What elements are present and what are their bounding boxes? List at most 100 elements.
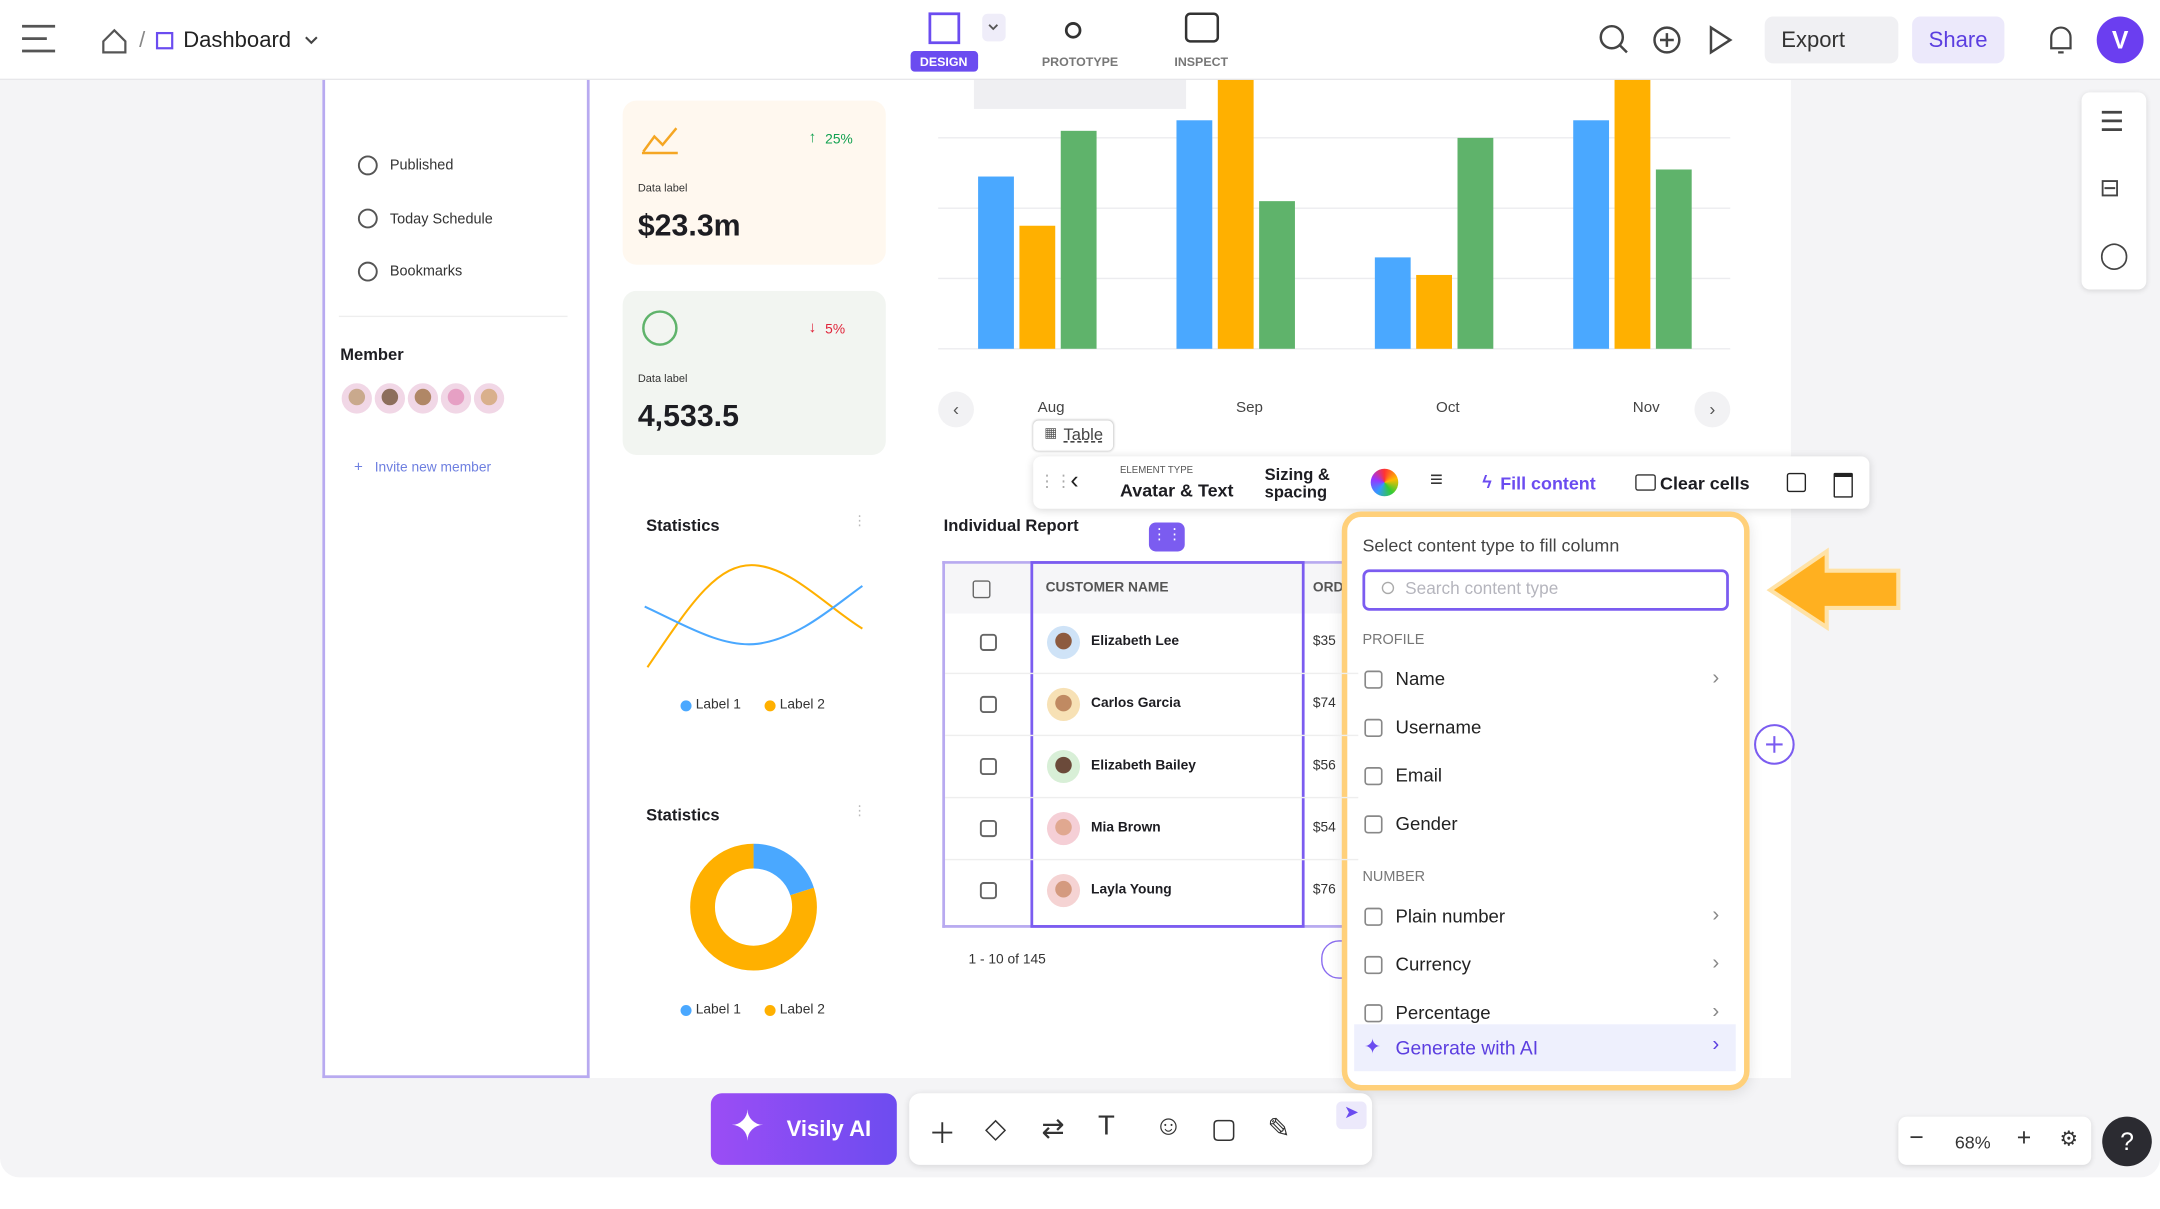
toolbar-back[interactable]: ‹ [1070, 465, 1079, 494]
legend-label: Label 2 [779, 697, 825, 713]
line-curve [646, 564, 863, 668]
search-box[interactable] [1362, 569, 1729, 611]
sidebar-icon [357, 155, 378, 176]
align-icon[interactable]: ≡ [1429, 468, 1443, 493]
stat-title: Statistics [646, 515, 720, 535]
add-column-plus [1766, 736, 1783, 753]
comments-icon[interactable]: ◯ [2099, 241, 2129, 271]
share-label: Share [1928, 28, 1988, 53]
sizing[interactable]: Sizing & spacing [1265, 465, 1330, 502]
tab-label[interactable]: PROTOTYPE [1041, 55, 1119, 69]
member-title: Member [340, 344, 404, 364]
search-icon[interactable] [1599, 24, 1625, 50]
breadcrumb-chevron[interactable] [305, 36, 318, 45]
kpi-change: 25% [825, 132, 853, 148]
member-face [480, 388, 498, 406]
member-face [414, 388, 432, 406]
play-icon[interactable] [1709, 25, 1733, 55]
drag-handle[interactable]: ⋮⋮ [1148, 522, 1185, 552]
chart-prev[interactable]: ‹ [938, 391, 974, 428]
help-button[interactable]: ? [2102, 1116, 2152, 1167]
clear-cells[interactable]: Clear cells [1660, 472, 1750, 494]
section-label: NUMBER [1362, 868, 1426, 886]
ai-button-icon: ✦ [730, 1104, 765, 1150]
header-checkbox[interactable] [972, 580, 991, 599]
chevron: › [1712, 665, 1720, 690]
tab-label[interactable]: INSPECT [1174, 55, 1229, 69]
bell-icon[interactable] [2050, 26, 2072, 54]
tool[interactable]: ▢ [1210, 1113, 1237, 1145]
dropdown-item[interactable]: Email [1395, 765, 1443, 786]
kpi-card [622, 100, 886, 265]
dropdown-item[interactable]: Gender [1395, 813, 1458, 835]
chevron: › [1712, 902, 1720, 927]
dropdown-item[interactable]: Currency [1395, 953, 1471, 975]
tool[interactable]: ◇ [984, 1113, 1007, 1145]
legend-label: Label 1 [695, 697, 741, 713]
bar [1060, 130, 1097, 349]
tool[interactable]: ☺ [1154, 1111, 1183, 1142]
sidebar-item[interactable]: Bookmarks [389, 263, 463, 280]
legend-dot [680, 700, 692, 712]
menu-icon[interactable] [22, 24, 56, 53]
breadcrumb[interactable]: Dashboard [183, 28, 292, 53]
bar [1217, 78, 1254, 349]
stat-menu: ⋮ [852, 514, 867, 530]
dropdown-item[interactable]: Username [1395, 716, 1482, 738]
element-type[interactable]: Avatar & Text [1119, 479, 1234, 501]
customer-face [1055, 694, 1072, 712]
fill-content[interactable]: Fill content [1500, 472, 1596, 494]
delete[interactable] [1833, 472, 1853, 498]
table-tag[interactable]: Table [1063, 424, 1104, 444]
bar [1374, 257, 1411, 349]
design-tab-bg [910, 51, 979, 72]
zoom-settings[interactable]: ⚙ [2059, 1127, 2079, 1152]
customer-name: Layla Young [1091, 882, 1172, 898]
pagination: 1 - 10 of 145 [968, 952, 1046, 968]
bar [1019, 225, 1056, 349]
item-icon [1364, 670, 1383, 689]
bar [1416, 274, 1452, 349]
sidebar-item[interactable]: Published [389, 157, 454, 174]
add-icon[interactable] [1653, 26, 1681, 54]
dropdown-item[interactable]: Name [1395, 668, 1446, 690]
ai-row[interactable] [1354, 1024, 1736, 1072]
ai-button[interactable] [710, 1093, 897, 1165]
settings-icon[interactable]: ☰ [2099, 107, 2125, 138]
color-picker[interactable] [1370, 468, 1399, 497]
sidebar [322, 78, 590, 1079]
tool[interactable]: T [1097, 1111, 1115, 1142]
sidebar-item[interactable]: Today Schedule [389, 210, 493, 227]
tab-label[interactable]: DESIGN [919, 55, 968, 69]
zoom-out[interactable]: − [1909, 1123, 1924, 1152]
user-avatar[interactable]: V [2096, 16, 2144, 64]
zoom-in[interactable]: + [2016, 1123, 2032, 1152]
dropdown-item[interactable]: Percentage [1395, 1002, 1491, 1023]
design-icon[interactable] [928, 12, 961, 45]
add-plus [1660, 33, 1674, 47]
kpi-value: 4,533.5 [637, 398, 739, 433]
tool[interactable]: ⇄ [1041, 1113, 1065, 1145]
stat-title: Statistics [646, 805, 720, 825]
inspect-icon[interactable] [1184, 12, 1220, 43]
invite-link[interactable]: Invite new member [374, 460, 492, 476]
duplicate[interactable] [1786, 472, 1807, 493]
prototype-icon[interactable] [1064, 22, 1082, 39]
search-handle [1619, 44, 1628, 54]
export-button[interactable] [1764, 16, 1899, 64]
chart-next[interactable]: › [1694, 391, 1731, 428]
search-icon [1381, 581, 1395, 595]
bar [1457, 137, 1494, 349]
tool[interactable]: ＋ [928, 1119, 957, 1150]
bar [1655, 169, 1692, 349]
ai-button-label: Visily AI [786, 1118, 872, 1142]
share-button[interactable] [1912, 16, 2005, 64]
home-icon[interactable] [102, 28, 127, 54]
cursor-tool[interactable]: ➤ [1336, 1101, 1367, 1130]
dropdown-item[interactable]: Plain number [1395, 905, 1506, 927]
tool[interactable]: ✎ [1267, 1113, 1291, 1145]
layers-icon[interactable]: ⊟ [2099, 173, 2121, 202]
